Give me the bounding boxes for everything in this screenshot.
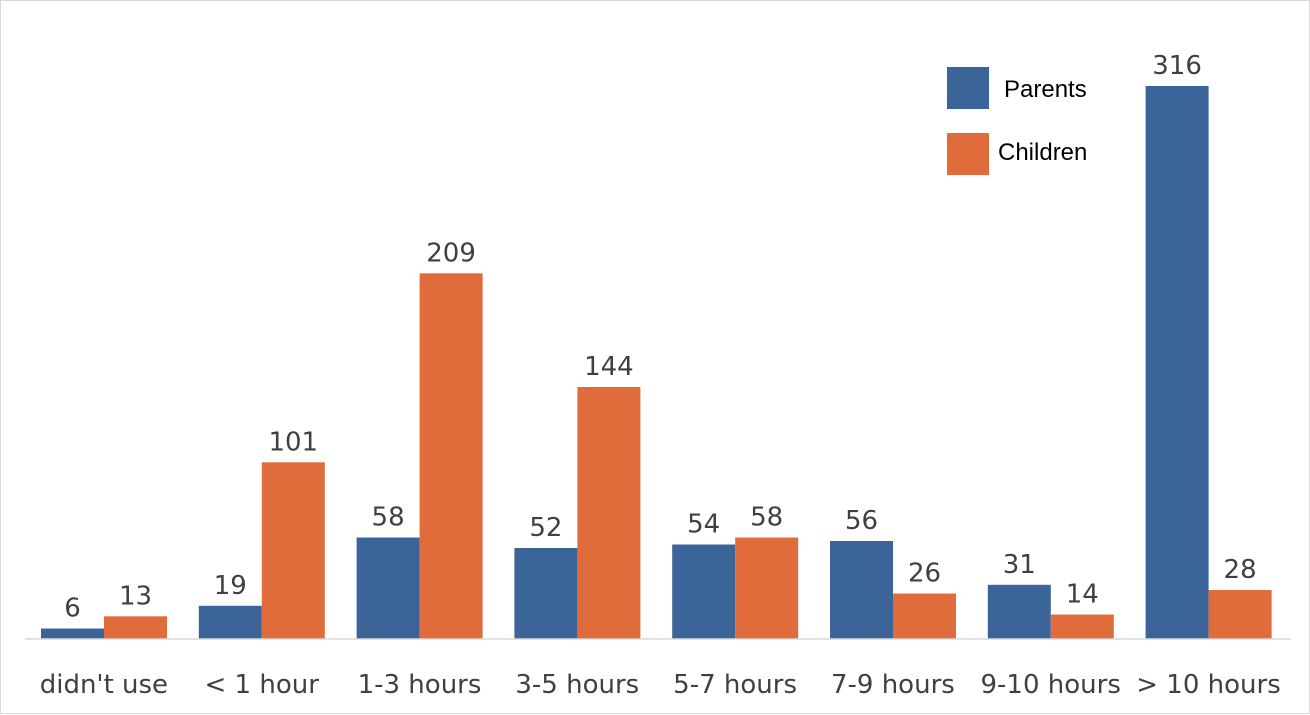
value-label-children-1-3-hours: 209 (426, 238, 476, 268)
legend-label-children: Children (998, 139, 1087, 166)
bar-children-3-5-hours (577, 387, 641, 639)
x-tick-label-3-5-hours: 3-5 hours (515, 670, 639, 700)
value-label-children-didn-t-use: 13 (119, 581, 152, 611)
bar-parents-10-hours (1145, 86, 1209, 639)
value-labels-layer: 6 13 19 101 58 209 52 144 54 58 56 26 31 14 316 28 (64, 51, 1256, 624)
x-tick-label-5-7-hours: 5-7 hours (673, 670, 797, 700)
legend-swatch-children (947, 133, 989, 175)
value-label-parents-7-9-hours: 56 (845, 506, 878, 536)
bar-children-9-10-hours (1050, 614, 1114, 639)
bar-parents-3-5-hours (514, 548, 578, 639)
bar-parents-1-hour (198, 605, 262, 640)
bar-parents-5-7-hours (672, 544, 736, 639)
value-label-children-5-7-hours: 58 (750, 503, 783, 533)
value-label-children-9-10-hours: 14 (1066, 580, 1099, 610)
value-label-children-7-9-hours: 26 (908, 559, 941, 589)
x-tick-label-7-9-hours: 7-9 hours (831, 670, 955, 700)
value-label-parents-10-hours: 316 (1152, 51, 1202, 81)
value-label-children-10-hours: 28 (1224, 555, 1257, 585)
x-tick-label-10-hours: > 10 hours (1136, 670, 1281, 700)
x-tick-label-1-3-hours: 1-3 hours (358, 670, 482, 700)
value-label-children-3-5-hours: 144 (584, 352, 634, 382)
x-tick-label-1-hour: < 1 hour (204, 670, 319, 700)
bar-children-1-3-hours (419, 273, 483, 640)
bar-children-5-7-hours (735, 537, 799, 639)
value-label-children-1-hour: 101 (268, 427, 318, 457)
bar-children-10-hours (1208, 590, 1272, 639)
bar-children-1-hour (261, 462, 325, 640)
bar-parents-9-10-hours (987, 584, 1051, 640)
value-label-parents-1-hour: 19 (214, 571, 247, 601)
x-tick-labels: didn't use < 1 hour 1-3 hours 3-5 hours 5-7 … (40, 670, 1281, 700)
legend-swatch-parents (947, 67, 989, 109)
value-label-parents-9-10-hours: 31 (1003, 550, 1036, 580)
bar-children-didn-t-use (104, 616, 167, 640)
bar-parents-1-3-hours (356, 537, 420, 639)
value-label-parents-3-5-hours: 52 (529, 513, 562, 543)
x-tick-label-didn-t-use: didn't use (40, 670, 168, 700)
value-label-parents-5-7-hours: 54 (687, 510, 720, 540)
value-label-parents-1-3-hours: 58 (372, 503, 405, 533)
value-label-parents-didn-t-use: 6 (64, 594, 81, 624)
legend-label-parents: Parents (1004, 76, 1087, 103)
bar-parents-didn-t-use (41, 628, 104, 639)
bar-children-7-9-hours (893, 593, 956, 639)
x-tick-label-9-10-hours: 9-10 hours (981, 670, 1121, 700)
bars-layer (41, 86, 1272, 640)
legend: Parents Children (947, 67, 1087, 175)
bar-parents-7-9-hours (830, 541, 893, 639)
